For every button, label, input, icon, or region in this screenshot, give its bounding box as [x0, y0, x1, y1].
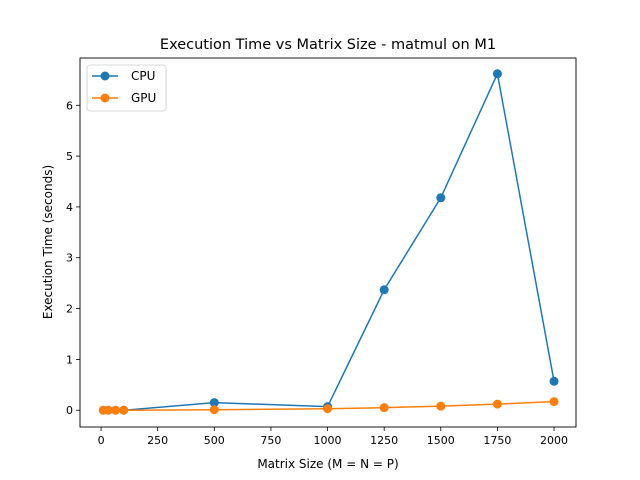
data-point [379, 285, 389, 295]
x-tick-label: 250 [147, 434, 168, 447]
data-point [549, 376, 559, 386]
data-point [209, 405, 219, 415]
x-axis-label: Matrix Size (M = N = P) [257, 457, 398, 471]
legend-marker [100, 93, 110, 103]
y-tick-label: 1 [66, 353, 73, 366]
x-tick-label: 1250 [370, 434, 398, 447]
y-tick-label: 4 [66, 201, 73, 214]
data-point [103, 405, 113, 415]
y-tick-label: 3 [66, 252, 73, 265]
data-point [323, 404, 333, 414]
x-tick-label: 2000 [540, 434, 568, 447]
x-tick-label: 1750 [483, 434, 511, 447]
plot-area [98, 69, 559, 415]
legend-label: GPU [131, 91, 156, 105]
data-point [111, 405, 121, 415]
legend: CPU GPU [86, 64, 167, 112]
legend-label: CPU [131, 69, 155, 83]
data-point [436, 401, 446, 411]
data-point [492, 69, 502, 79]
chart-title: Execution Time vs Matrix Size - matmul o… [160, 37, 496, 53]
data-point [549, 397, 559, 407]
data-point [436, 193, 446, 203]
x-tick-label: 500 [204, 434, 225, 447]
x-tick-label: 1000 [314, 434, 342, 447]
series-gpu [98, 397, 559, 415]
y-tick-label: 6 [66, 99, 73, 112]
x-tick-label: 1500 [427, 434, 455, 447]
y-axis-label: Execution Time (seconds) [41, 165, 55, 319]
y-tick-label: 5 [66, 150, 73, 163]
data-point [119, 405, 129, 415]
x-ticks: 0 250 500 750 1000 1250 1500 1750 2000 [98, 427, 568, 447]
axes-frame [79, 57, 577, 428]
data-point [492, 399, 502, 409]
data-point [209, 398, 219, 408]
y-ticks: 0 1 2 3 4 5 6 [66, 99, 80, 417]
x-tick-label: 750 [260, 434, 281, 447]
x-tick-label: 0 [98, 434, 105, 447]
y-tick-label: 2 [66, 303, 73, 316]
data-point [379, 403, 389, 413]
y-tick-label: 0 [66, 404, 73, 417]
legend-marker [100, 71, 110, 81]
